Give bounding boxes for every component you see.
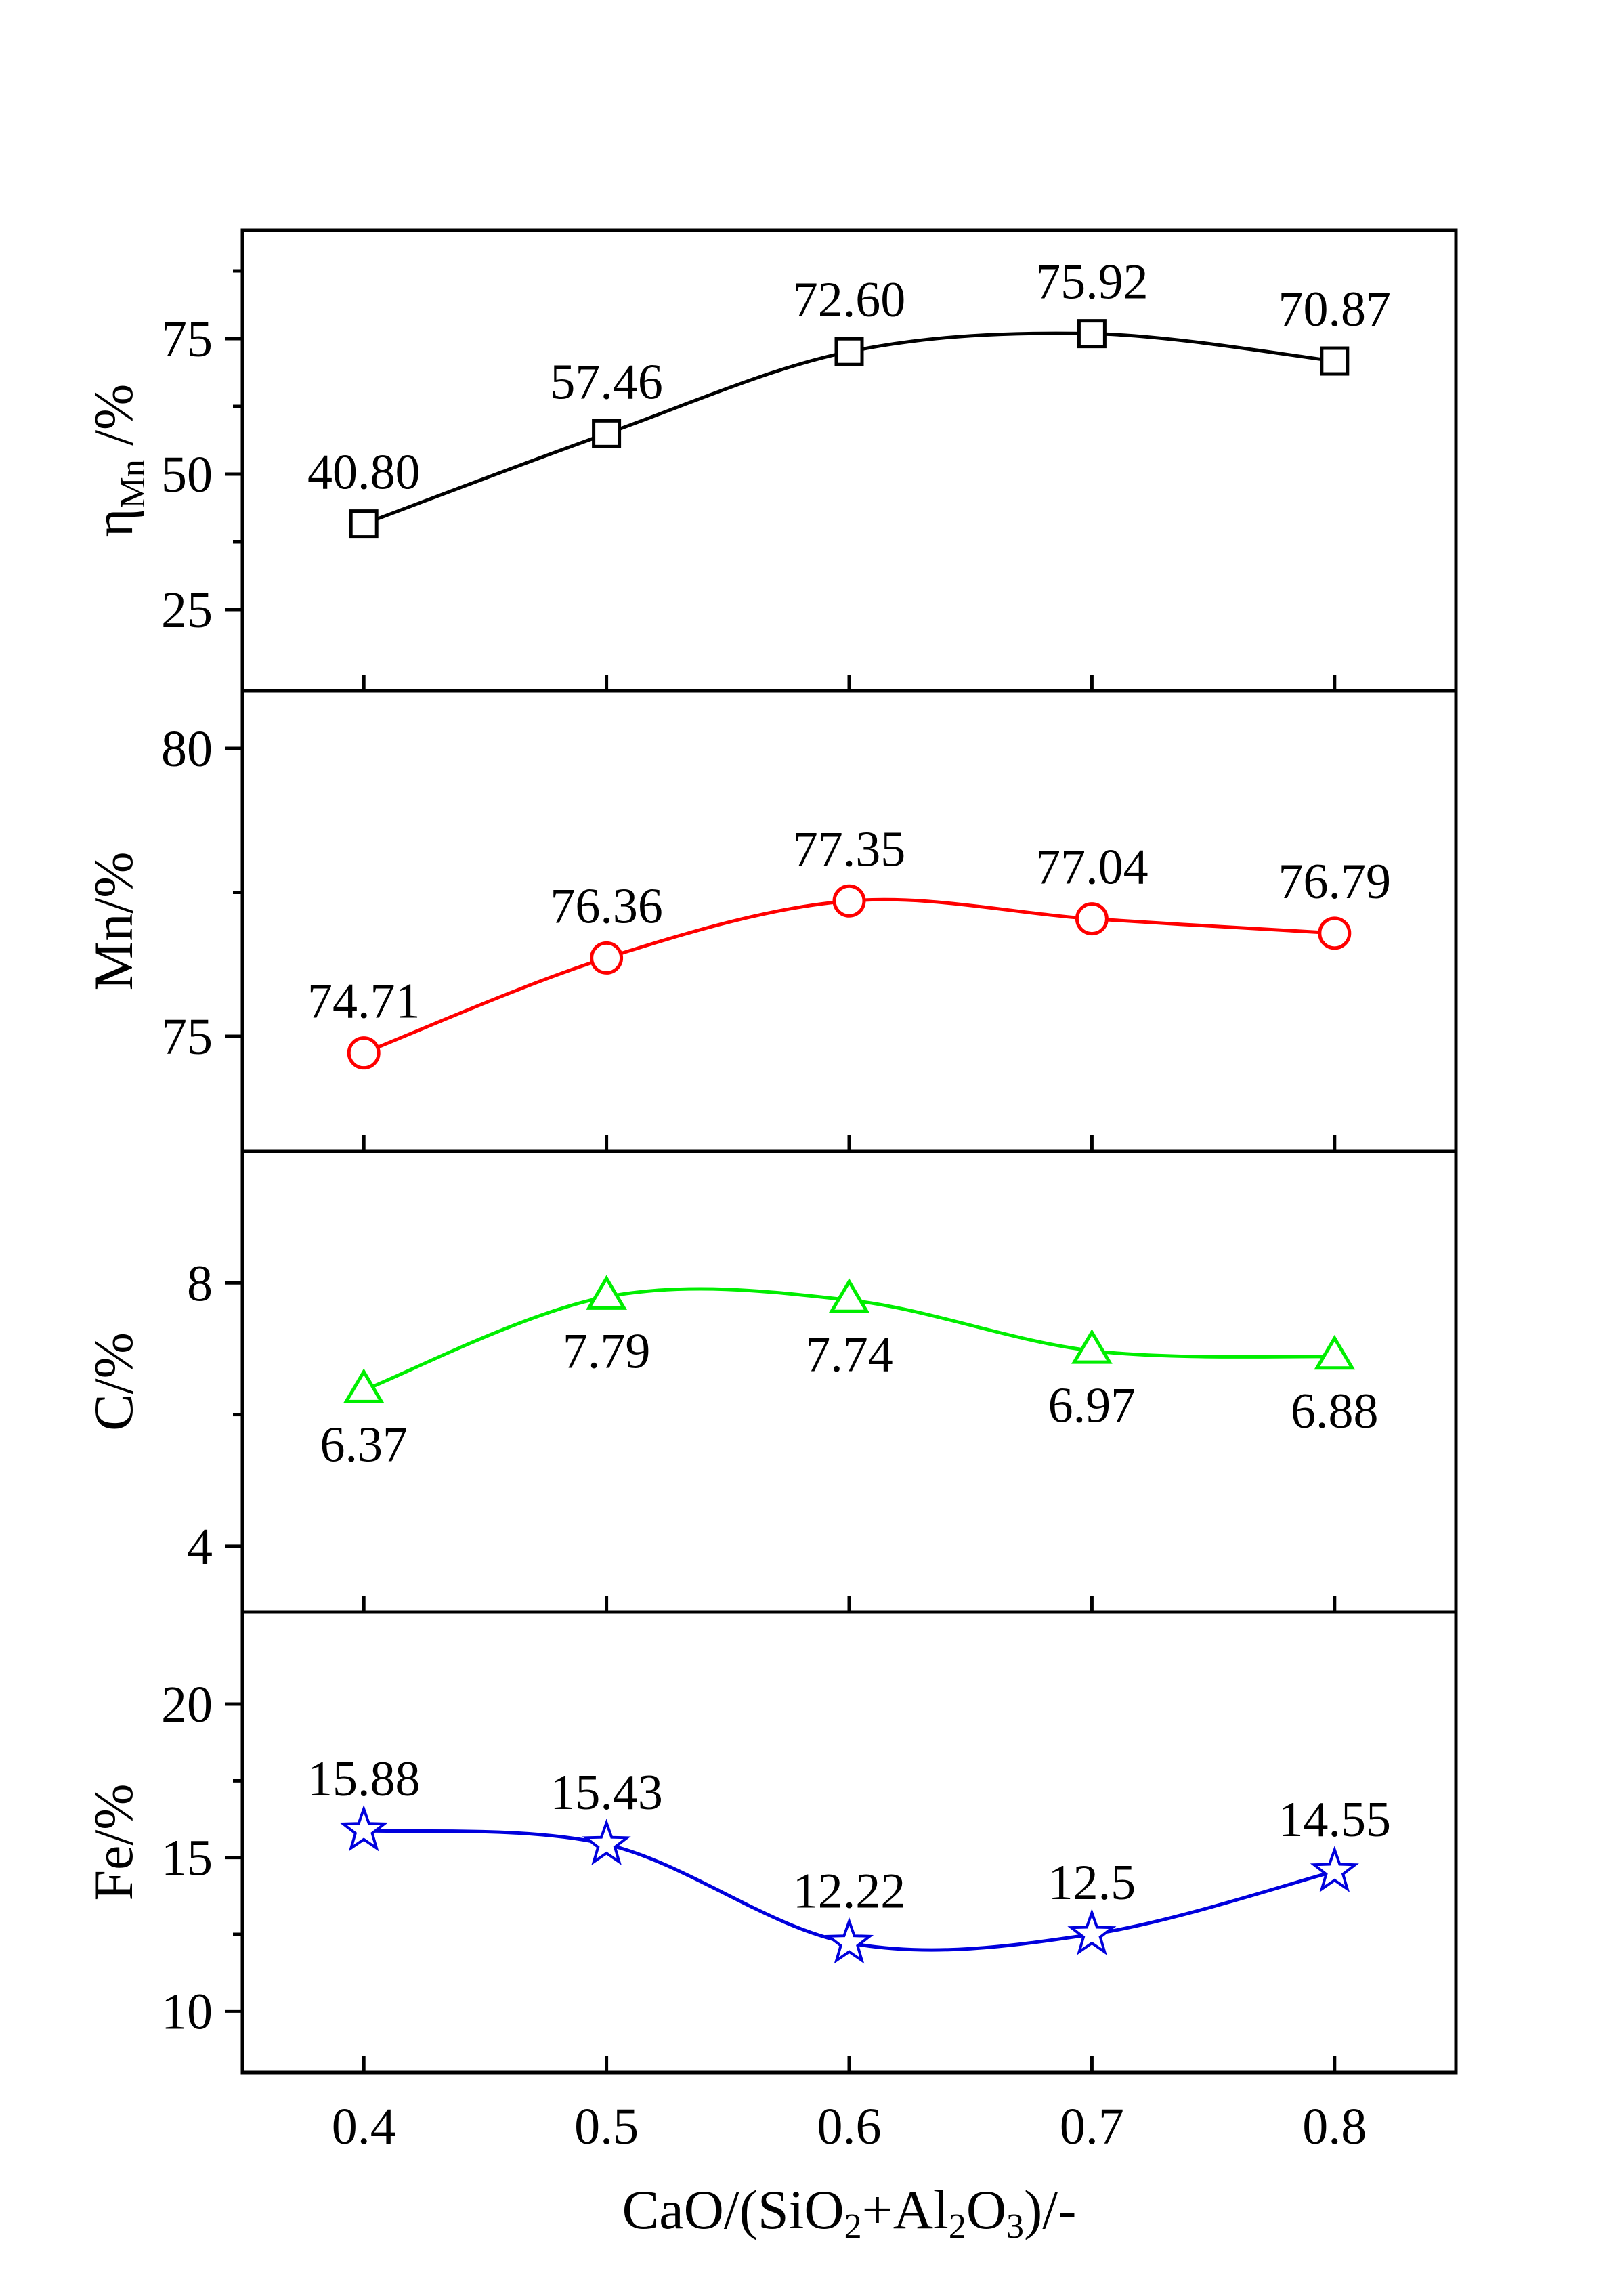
- data-point-marker: [1075, 902, 1109, 936]
- y-tick-label: 25: [161, 582, 213, 639]
- panel-4: 10 15 20 Fe/% 15.88 15.43 12.22 12.5 14.55: [83, 1610, 1458, 2075]
- y-tick-label: 50: [161, 446, 213, 503]
- data-point-marker: [828, 1278, 870, 1313]
- panel-3: 4 8 C/% 6.37 7.79 7.74 6.97 6.88: [83, 1149, 1458, 1614]
- x-tick-label: 0.6: [817, 2098, 882, 2155]
- y-tick-label: 75: [161, 311, 213, 368]
- data-point-marker: [590, 941, 624, 975]
- data-label: 76.79: [1279, 854, 1392, 910]
- x-tick-label: 0.4: [332, 2098, 396, 2155]
- data-point-marker: [1318, 916, 1352, 950]
- y-tick-label: 4: [187, 1518, 213, 1575]
- data-label: 75.92: [1035, 255, 1148, 310]
- data-point-marker: [1067, 1908, 1117, 1955]
- x-tick-label: 0.5: [574, 2098, 639, 2155]
- x-axis: 0.4 0.5 0.6 0.7 0.8 CaO/(SiO2+Al2O3)/-: [332, 2098, 1367, 2246]
- data-point-marker: [1071, 1329, 1113, 1364]
- y-tick-label: 75: [161, 1008, 213, 1065]
- panel-2: 75 80 Mn/% 74.71 76.36 77.35 77.04 76.79: [83, 689, 1458, 1153]
- y-tick-label: 8: [187, 1255, 213, 1312]
- data-point-marker: [592, 419, 622, 448]
- data-label: 57.46: [550, 354, 663, 410]
- data-label: 6.37: [320, 1418, 408, 1473]
- y-tick-label: 20: [161, 1676, 213, 1733]
- data-label: 15.43: [550, 1765, 663, 1821]
- data-label: 77.35: [793, 822, 906, 877]
- y-tick-label: 80: [161, 721, 213, 778]
- data-label: 12.5: [1048, 1855, 1136, 1911]
- data-label: 7.79: [563, 1324, 651, 1380]
- y-axis-label: Fe/%: [83, 1783, 144, 1900]
- data-label: 7.74: [805, 1327, 893, 1383]
- x-axis-label: CaO/(SiO2+Al2O3)/-: [622, 2179, 1077, 2246]
- data-label: 40.80: [307, 445, 421, 501]
- data-label: 72.60: [793, 272, 906, 328]
- data-label: 76.36: [550, 878, 663, 934]
- x-tick-label: 0.8: [1302, 2098, 1367, 2155]
- y-tick-label: 15: [161, 1830, 213, 1887]
- data-point-marker: [824, 1917, 874, 1964]
- y-axis-label: C/%: [83, 1332, 144, 1431]
- data-label: 74.71: [307, 974, 421, 1029]
- data-point-marker: [1314, 1334, 1356, 1370]
- data-point-marker: [1077, 319, 1107, 349]
- data-point-marker: [834, 337, 864, 366]
- data-label: 77.04: [1035, 840, 1148, 895]
- data-label: 6.88: [1291, 1384, 1379, 1439]
- y-tick-label: 10: [161, 1983, 213, 2040]
- data-point-marker: [1310, 1846, 1359, 1892]
- x-tick-label: 0.7: [1060, 2098, 1124, 2155]
- data-label: 14.55: [1279, 1792, 1392, 1848]
- data-label: 12.22: [793, 1864, 906, 1919]
- data-point-marker: [347, 1036, 381, 1070]
- data-point-marker: [1320, 346, 1350, 376]
- data-point-marker: [586, 1275, 627, 1310]
- data-point-marker: [343, 1368, 385, 1403]
- data-label: 15.88: [307, 1751, 421, 1807]
- y-axis-label: ηMn /%: [83, 384, 152, 538]
- data-point-marker: [339, 1804, 389, 1852]
- data-point-marker: [832, 884, 866, 918]
- data-label: 6.97: [1048, 1378, 1136, 1433]
- y-axis-label: Mn/%: [83, 852, 144, 991]
- data-label: 70.87: [1279, 282, 1392, 337]
- data-point-marker: [582, 1819, 631, 1865]
- data-point-marker: [349, 509, 379, 539]
